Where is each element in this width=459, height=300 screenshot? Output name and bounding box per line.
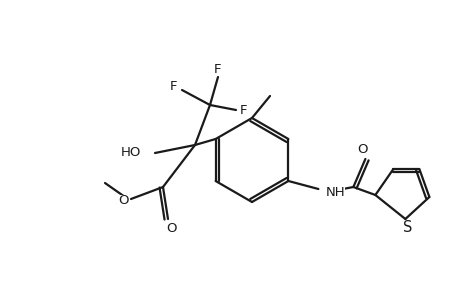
Text: O: O bbox=[166, 223, 177, 236]
Text: F: F bbox=[240, 103, 247, 116]
Text: S: S bbox=[402, 220, 411, 236]
Text: F: F bbox=[214, 62, 221, 76]
Text: O: O bbox=[118, 194, 129, 208]
Text: O: O bbox=[356, 142, 367, 155]
Text: HO: HO bbox=[120, 146, 141, 160]
Text: F: F bbox=[170, 80, 177, 92]
Text: NH: NH bbox=[325, 185, 344, 199]
